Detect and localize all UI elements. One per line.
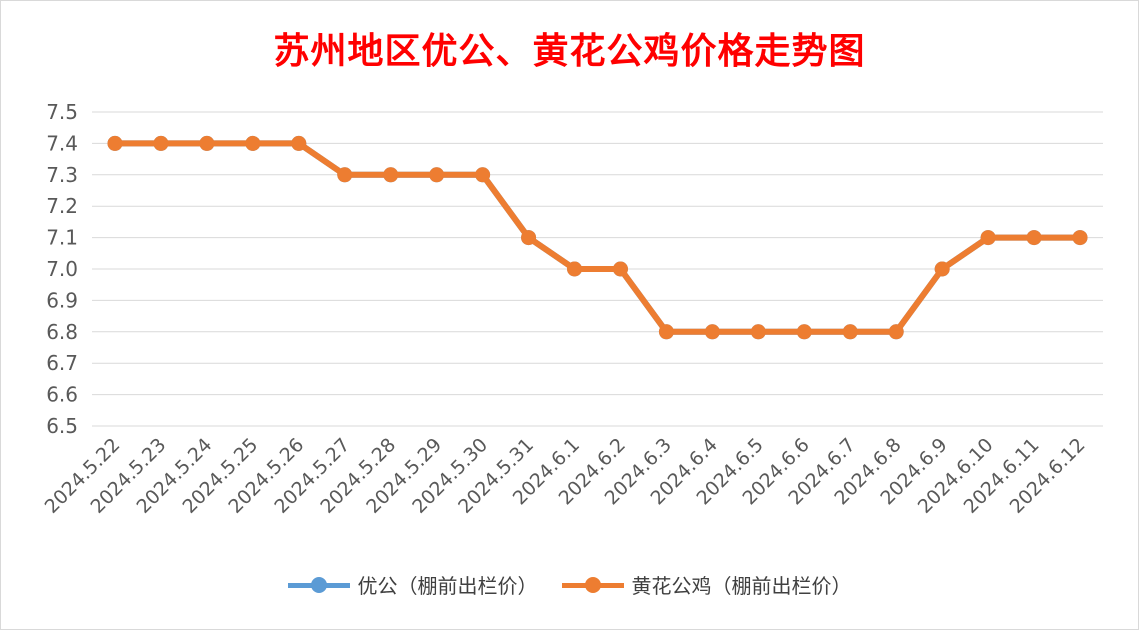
legend-swatch-series-1 (287, 576, 350, 593)
data-point[interactable] (567, 261, 583, 277)
data-point[interactable] (429, 167, 445, 183)
series-layer (107, 135, 1088, 340)
data-point[interactable] (704, 324, 720, 340)
y-tick-label: 6.7 (46, 351, 78, 375)
data-point[interactable] (750, 324, 766, 340)
data-point[interactable] (658, 324, 674, 340)
data-point[interactable] (107, 135, 123, 151)
legend-label-series-1: 优公（棚前出栏价） (357, 574, 538, 598)
data-point[interactable] (245, 135, 261, 151)
data-point[interactable] (521, 230, 537, 246)
data-point[interactable] (796, 324, 812, 340)
chart-title: 苏州地区优公、黄花公鸡价格走势图 (273, 30, 866, 72)
series-2 (107, 135, 1088, 340)
y-tick-label: 7.5 (46, 100, 78, 124)
y-tick-label: 7.1 (46, 226, 78, 250)
y-tick-label: 7.3 (46, 163, 78, 187)
data-point[interactable] (934, 261, 950, 277)
series-line (111, 140, 1084, 335)
y-tick-label: 6.6 (46, 383, 78, 407)
legend-item-series-2[interactable]: 黄花公鸡（棚前出栏价） (561, 570, 852, 599)
y-tick-label: 7.2 (46, 194, 78, 218)
data-point[interactable] (383, 167, 399, 183)
y-tick-label: 6.9 (46, 288, 78, 312)
y-tick-label: 7.0 (46, 257, 78, 281)
data-point[interactable] (199, 135, 215, 151)
legend: 优公（棚前出栏价） 黄花公鸡（棚前出栏价） (0, 570, 1139, 599)
y-axis-ticks: 7.5 7.4 7.3 7.2 7.1 7.0 6.9 6.8 6.7 6.6 6.5 (46, 100, 78, 438)
data-point[interactable] (475, 167, 491, 183)
y-tick-label: 6.8 (46, 320, 78, 344)
data-point[interactable] (153, 135, 169, 151)
legend-item-series-1[interactable]: 优公（棚前出栏价） (287, 570, 538, 599)
legend-marker-series-2 (584, 576, 601, 593)
legend-marker-series-1 (310, 576, 327, 593)
data-point[interactable] (980, 230, 996, 246)
y-tick-label: 6.5 (46, 414, 78, 438)
data-point[interactable] (1072, 230, 1088, 246)
data-point[interactable] (291, 135, 307, 151)
legend-label-series-2: 黄花公鸡（棚前出栏价） (631, 574, 852, 598)
y-tick-label: 7.4 (46, 131, 78, 155)
x-axis-ticks: 2024.5.222024.5.232024.5.242024.5.252024… (41, 434, 1090, 518)
data-point[interactable] (842, 324, 858, 340)
data-point[interactable] (612, 261, 628, 277)
data-point[interactable] (337, 167, 353, 183)
data-point[interactable] (888, 324, 904, 340)
legend-swatch-series-2 (561, 576, 624, 593)
data-point[interactable] (1026, 230, 1042, 246)
